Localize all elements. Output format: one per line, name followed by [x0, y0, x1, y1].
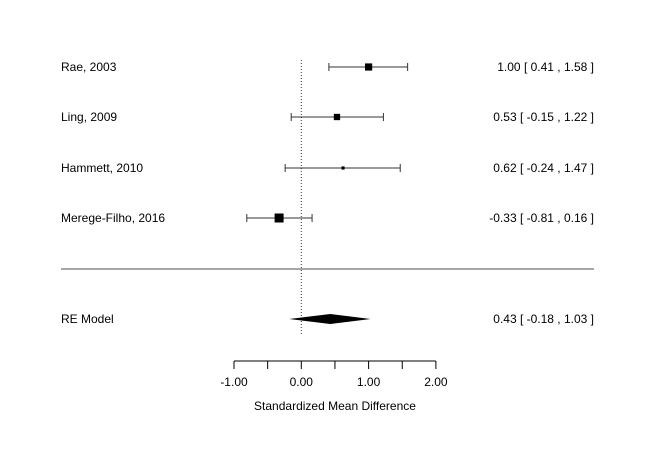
- point-estimate: [341, 166, 345, 170]
- ci-text: 0.62 [ -0.24 , 1.47 ]: [493, 161, 594, 175]
- study-row: Merege-Filho, 2016 -0.33 [ -0.81 , 0.16 ]: [61, 211, 594, 225]
- summary-diamond: [289, 314, 371, 324]
- x-tick-label: 2.00: [424, 375, 448, 389]
- x-tick-label: 1.00: [357, 375, 381, 389]
- ci-text: 1.00 [ 0.41 , 1.58 ]: [497, 60, 594, 74]
- study-row: Rae, 2003 1.00 [ 0.41 , 1.58 ]: [61, 60, 594, 74]
- study-label: Merege-Filho, 2016: [61, 211, 165, 225]
- point-estimate: [274, 213, 284, 223]
- study-row: Hammett, 2010 0.62 [ -0.24 , 1.47 ]: [61, 161, 594, 175]
- point-estimate: [333, 113, 341, 121]
- ci-text: 0.53 [ -0.15 , 1.22 ]: [493, 110, 594, 124]
- study-label: Rae, 2003: [61, 60, 117, 74]
- study-label: Hammett, 2010: [61, 161, 143, 175]
- x-tick-label: 0.00: [290, 375, 314, 389]
- summary-ci-text: 0.43 [ -0.18 , 1.03 ]: [493, 312, 594, 326]
- x-axis: -1.00 0.00 1.00 2.00: [220, 360, 448, 389]
- ci-text: -0.33 [ -0.81 , 0.16 ]: [489, 211, 594, 225]
- study-label: Ling, 2009: [61, 110, 117, 124]
- summary-row: RE Model 0.43 [ -0.18 , 1.03 ]: [61, 312, 594, 326]
- point-estimate: [365, 63, 373, 71]
- x-axis-label: Standardized Mean Difference: [254, 399, 416, 413]
- x-tick-label: -1.00: [220, 375, 248, 389]
- summary-label: RE Model: [61, 312, 114, 326]
- study-row: Ling, 2009 0.53 [ -0.15 , 1.22 ]: [61, 110, 594, 124]
